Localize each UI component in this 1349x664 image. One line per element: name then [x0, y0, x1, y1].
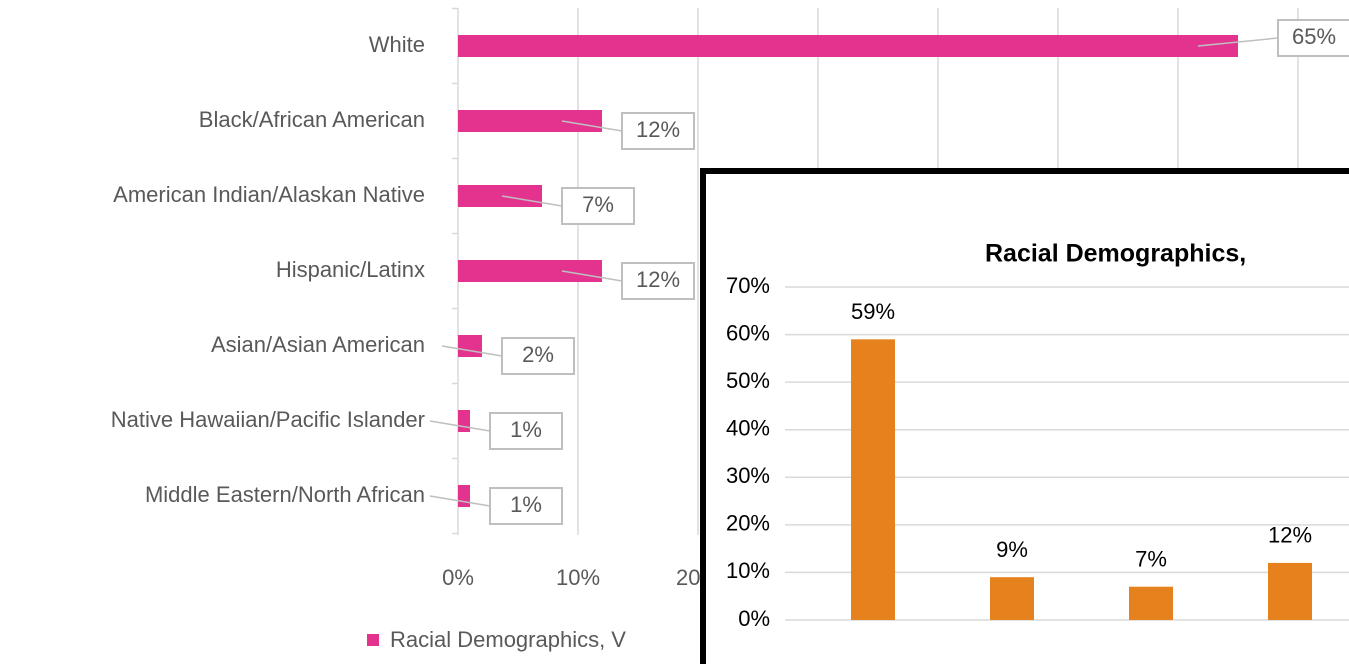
data-label: 7%	[1135, 547, 1167, 572]
bar	[458, 260, 602, 282]
y-tick-label: 30%	[726, 463, 770, 488]
data-label: 1%	[510, 492, 542, 517]
y-tick-label: White	[369, 32, 425, 57]
data-label-box	[489, 412, 563, 450]
bar	[458, 485, 470, 507]
leader-line	[441, 345, 503, 357]
y-tick-label: 50%	[726, 368, 770, 393]
bar	[458, 185, 542, 207]
x-tick-label: 10%	[556, 565, 600, 590]
y-tick-label: Black/African American	[199, 107, 425, 132]
leader-line	[429, 420, 491, 432]
data-label: 65%	[1292, 24, 1336, 49]
y-tick-label: American Indian/Alaskan Native	[113, 182, 425, 207]
data-label: 12%	[1268, 523, 1312, 548]
leader-line	[501, 195, 563, 207]
data-label: 12%	[636, 267, 680, 292]
y-tick-label: Hispanic/Latinx	[276, 257, 425, 282]
data-label: 1%	[510, 417, 542, 442]
bar	[851, 339, 895, 620]
data-label-box	[561, 187, 635, 225]
bar	[1129, 586, 1173, 620]
data-label: 9%	[996, 537, 1028, 562]
legend-label: Racial Demographics, V	[390, 627, 626, 652]
data-label: 7%	[582, 192, 614, 217]
data-label: 12%	[636, 117, 680, 142]
bar	[990, 577, 1034, 620]
y-tick-label: 10%	[726, 558, 770, 583]
data-label: 59%	[851, 299, 895, 324]
y-tick-label: 60%	[726, 320, 770, 345]
leader-line	[1197, 37, 1279, 47]
y-tick-label: Native Hawaiian/Pacific Islander	[111, 407, 425, 432]
y-tick-label: 70%	[726, 273, 770, 298]
bar	[458, 410, 470, 432]
y-tick-label: 0%	[738, 606, 770, 631]
leader-line	[561, 270, 623, 282]
y-tick-label: Middle Eastern/North African	[145, 482, 425, 507]
chart-title: Racial Demographics,	[985, 240, 1246, 268]
bar	[458, 35, 1238, 57]
bar	[1268, 562, 1312, 620]
bar	[458, 110, 602, 132]
leader-line	[429, 495, 491, 507]
y-tick-label: 20%	[726, 511, 770, 536]
data-label-box	[501, 337, 575, 375]
y-tick-label: Asian/Asian American	[211, 332, 425, 357]
legend-swatch	[367, 634, 379, 646]
data-label: 2%	[522, 342, 554, 367]
data-label-box	[489, 487, 563, 525]
leader-line	[561, 120, 623, 132]
data-label-box	[621, 262, 695, 300]
vertical-bar-chart: Racial Demographics, 0% 10% 20% 30% 40% 50% 60%…	[700, 168, 1349, 664]
data-label-box	[621, 112, 695, 150]
y-tick-label: 40%	[726, 416, 770, 441]
data-label-box	[1277, 19, 1349, 57]
bar	[458, 335, 482, 357]
x-tick-label: 0%	[442, 565, 474, 590]
